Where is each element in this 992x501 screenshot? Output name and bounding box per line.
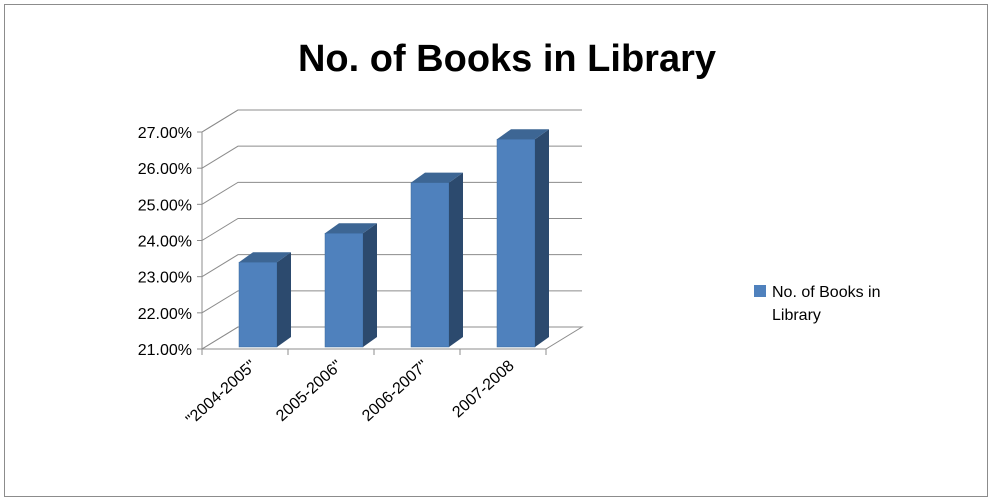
bar-side (449, 172, 463, 347)
bar-chart: No. of Books in Library 21.00% 22.00% 23.0… (138, 38, 881, 429)
legend-label: Library (772, 307, 821, 324)
bar-side (363, 223, 377, 347)
chart-frame: No. of Books in Library 21.00% 22.00% 23.0… (4, 4, 988, 497)
chart-title: No. of Books in Library (298, 38, 716, 80)
y-tick-label: 21.00% (138, 342, 192, 359)
y-tick-label: 27.00% (138, 125, 192, 142)
bar-top (239, 252, 291, 263)
bar (324, 233, 364, 348)
gridline (201, 145, 582, 169)
bar-side (277, 252, 291, 347)
y-axis-ticks: 21.00% 22.00% 23.00% 24.00% 25.00% 26.00% 27.0… (138, 125, 202, 359)
bar (238, 261, 278, 348)
bar (496, 138, 536, 348)
x-tick-label: 2007-2008 (449, 357, 517, 421)
bar-top (411, 172, 463, 183)
gridline (201, 109, 582, 133)
bar-top (497, 129, 549, 140)
legend-swatch (754, 285, 766, 297)
x-tick-label: 2006-2007" (359, 357, 431, 425)
y-tick-label: 25.00% (138, 197, 192, 214)
y-tick-label: 26.00% (138, 161, 192, 178)
gridline (201, 254, 582, 278)
legend-label: No. of Books in (772, 284, 881, 301)
bar-side (535, 129, 549, 347)
bar-top (325, 223, 377, 234)
gridline (201, 290, 582, 314)
x-tick-label: "2004-2005" (183, 357, 260, 428)
gridline (201, 218, 582, 241)
y-tick-label: 24.00% (138, 234, 192, 251)
y-tick-label: 22.00% (138, 306, 192, 323)
y-tick-label: 23.00% (138, 270, 192, 287)
bar (410, 182, 450, 348)
x-axis-ticks: "2004-2005" 2005-2006" 2006-2007" 2007-2008 (183, 349, 547, 429)
gridline (201, 181, 582, 205)
legend: No. of Books in Library (754, 284, 881, 324)
chart-floor (200, 326, 584, 350)
floor-outline (200, 326, 584, 350)
x-tick-label: 2005-2006" (273, 357, 345, 425)
bars (238, 129, 549, 348)
